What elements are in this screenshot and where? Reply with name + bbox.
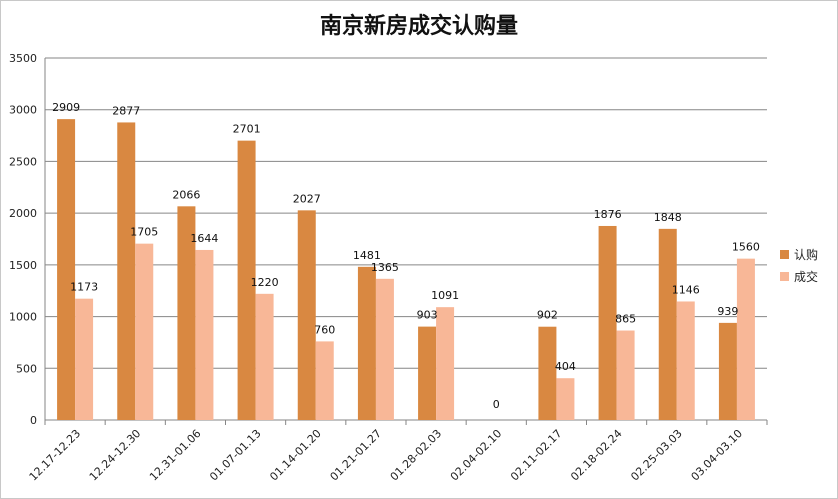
bar-deal [736,258,755,420]
x-tick-label: 02.11-02.17 [508,427,565,484]
bar-subscription [177,206,196,420]
bar-subscription [658,228,677,420]
chart-title: 南京新房成交认购量 [319,13,518,39]
data-label: 1365 [371,261,399,274]
y-axis-ticks: 0 500 1000 1500 2000 2500 3000 3500 [9,52,37,427]
y-tick-label: 2000 [9,207,37,220]
legend-swatch [780,272,789,281]
data-label: 1091 [431,289,459,302]
data-label: 865 [615,313,636,326]
x-tick-label: 02.04-02.10 [448,427,505,484]
data-label: 404 [555,360,576,373]
x-tick-label: 01.14-01.20 [267,427,324,484]
y-tick-label: 3500 [9,52,37,65]
bar-deal [436,307,455,420]
x-tick-label: 03.04-03.10 [689,427,746,484]
x-tick-label: 01.21-01.27 [328,427,385,484]
bars [57,119,755,421]
y-tick-label: 1500 [9,259,37,272]
legend-swatch [780,250,789,259]
x-tick-label: 02.25-03.03 [628,427,685,484]
bar-subscription [297,210,316,420]
data-label: 1644 [190,232,218,245]
x-tick-label: 01.28-02.03 [388,427,445,484]
data-label: 1173 [70,281,98,294]
y-tick-label: 3000 [9,104,37,117]
bar-subscription [718,322,737,420]
bar-subscription [418,326,437,420]
data-label: 2066 [172,188,200,201]
bar-deal [255,293,274,420]
bar-deal [375,278,394,420]
bar-subscription [598,225,617,420]
data-label: 903 [417,309,438,322]
data-label: 939 [717,305,738,318]
bar-subscription [117,122,136,420]
x-tick-label: 12.17-12.23 [27,427,84,484]
data-label: 1705 [130,226,158,239]
data-label: 760 [314,323,335,336]
x-tick-label: 12.31-01.06 [147,427,204,484]
bar-subscription [357,266,376,420]
bar-deal [556,378,575,420]
data-label: 902 [537,309,558,322]
data-labels: 2909 1173 2877 1705 2066 1644 2701 1220 2027 760 1… [52,101,760,411]
data-label: 1560 [732,241,760,254]
data-label: 1220 [251,276,279,289]
legend-label: 成交 [794,269,818,284]
y-tick-label: 2500 [9,155,37,168]
bar-deal [676,301,695,420]
bar-deal [616,330,635,420]
data-label: 2877 [112,104,140,117]
data-label: 1876 [594,208,622,221]
y-tick-label: 500 [16,362,37,375]
data-label: 2909 [52,101,80,114]
bar-subscription [538,326,557,420]
bar-deal [135,243,154,420]
bar-deal [315,341,334,420]
grid-lines [44,57,768,425]
data-label: 2027 [293,192,321,205]
data-label: 2701 [233,123,261,136]
data-label: 0 [493,398,500,411]
legend-label: 认购 [794,247,818,262]
y-tick-label: 1000 [9,311,37,324]
x-tick-label: 12.24-12.30 [87,427,144,484]
x-axis-ticks: 12.17-12.23 12.24-12.30 12.31-01.06 01.07-0… [27,427,745,484]
bar-subscription [57,119,76,421]
y-tick-label: 0 [30,414,37,427]
bar-deal [75,298,94,420]
bar-deal [195,249,214,420]
bar-subscription [237,140,256,420]
x-tick-label: 01.07-01.13 [207,427,264,484]
x-tick-label: 02.18-02.24 [568,427,625,484]
data-label: 1481 [353,249,381,262]
data-label: 1848 [654,211,682,224]
data-label: 1146 [672,283,700,296]
